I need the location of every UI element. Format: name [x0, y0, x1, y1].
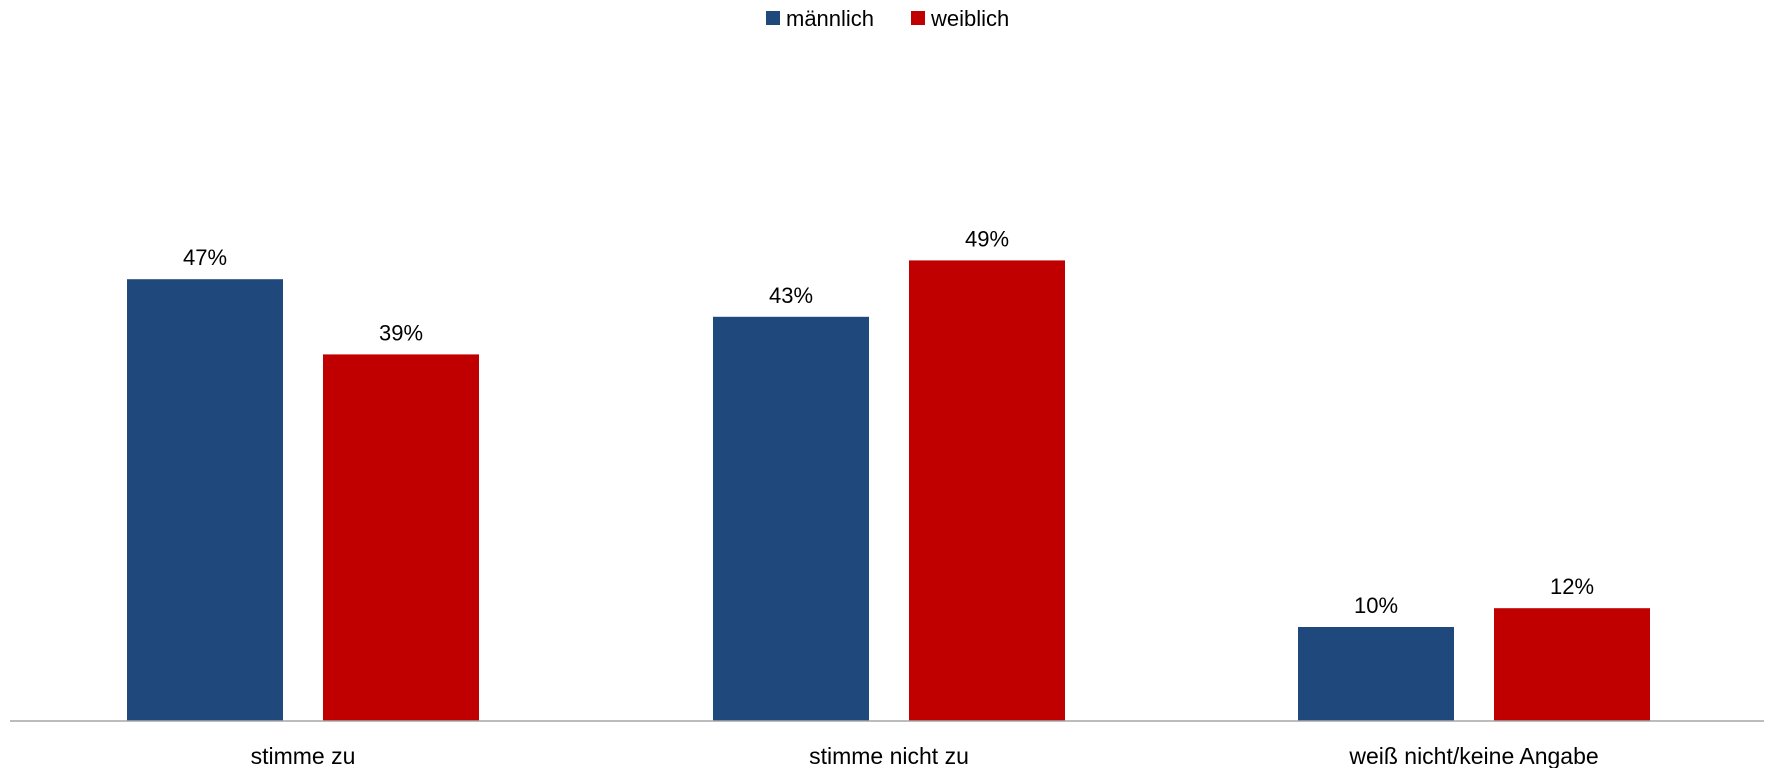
- bar-weiblich-2: [1494, 608, 1650, 721]
- value-label-maennlich-2: 10%: [1354, 593, 1398, 618]
- legend-label-weiblich: weiblich: [930, 6, 1009, 31]
- category-label-0: stimme zu: [251, 743, 356, 768]
- value-labels-group: 47% 39% 43% 49% 10% 12%: [183, 226, 1594, 618]
- bar-maennlich-0: [127, 279, 283, 721]
- legend-label-maennlich: männlich: [786, 6, 874, 31]
- category-label-1: stimme nicht zu: [809, 743, 969, 768]
- category-label-2: weiß nicht/keine Angabe: [1348, 743, 1598, 768]
- bar-weiblich-0: [323, 354, 479, 721]
- legend-swatch-maennlich: [766, 11, 780, 25]
- bar-weiblich-1: [909, 260, 1065, 721]
- value-label-weiblich-0: 39%: [379, 320, 423, 345]
- value-label-maennlich-1: 43%: [769, 283, 813, 308]
- value-label-maennlich-0: 47%: [183, 245, 227, 270]
- value-label-weiblich-2: 12%: [1550, 574, 1594, 599]
- bar-maennlich-1: [713, 316, 869, 721]
- bars-group: [127, 260, 1650, 721]
- value-label-weiblich-1: 49%: [965, 226, 1009, 251]
- legend: männlich weiblich: [766, 6, 1009, 31]
- bar-maennlich-2: [1298, 627, 1454, 721]
- category-labels-group: stimme zu stimme nicht zu weiß nicht/keine…: [251, 743, 1599, 768]
- legend-swatch-weiblich: [911, 11, 925, 25]
